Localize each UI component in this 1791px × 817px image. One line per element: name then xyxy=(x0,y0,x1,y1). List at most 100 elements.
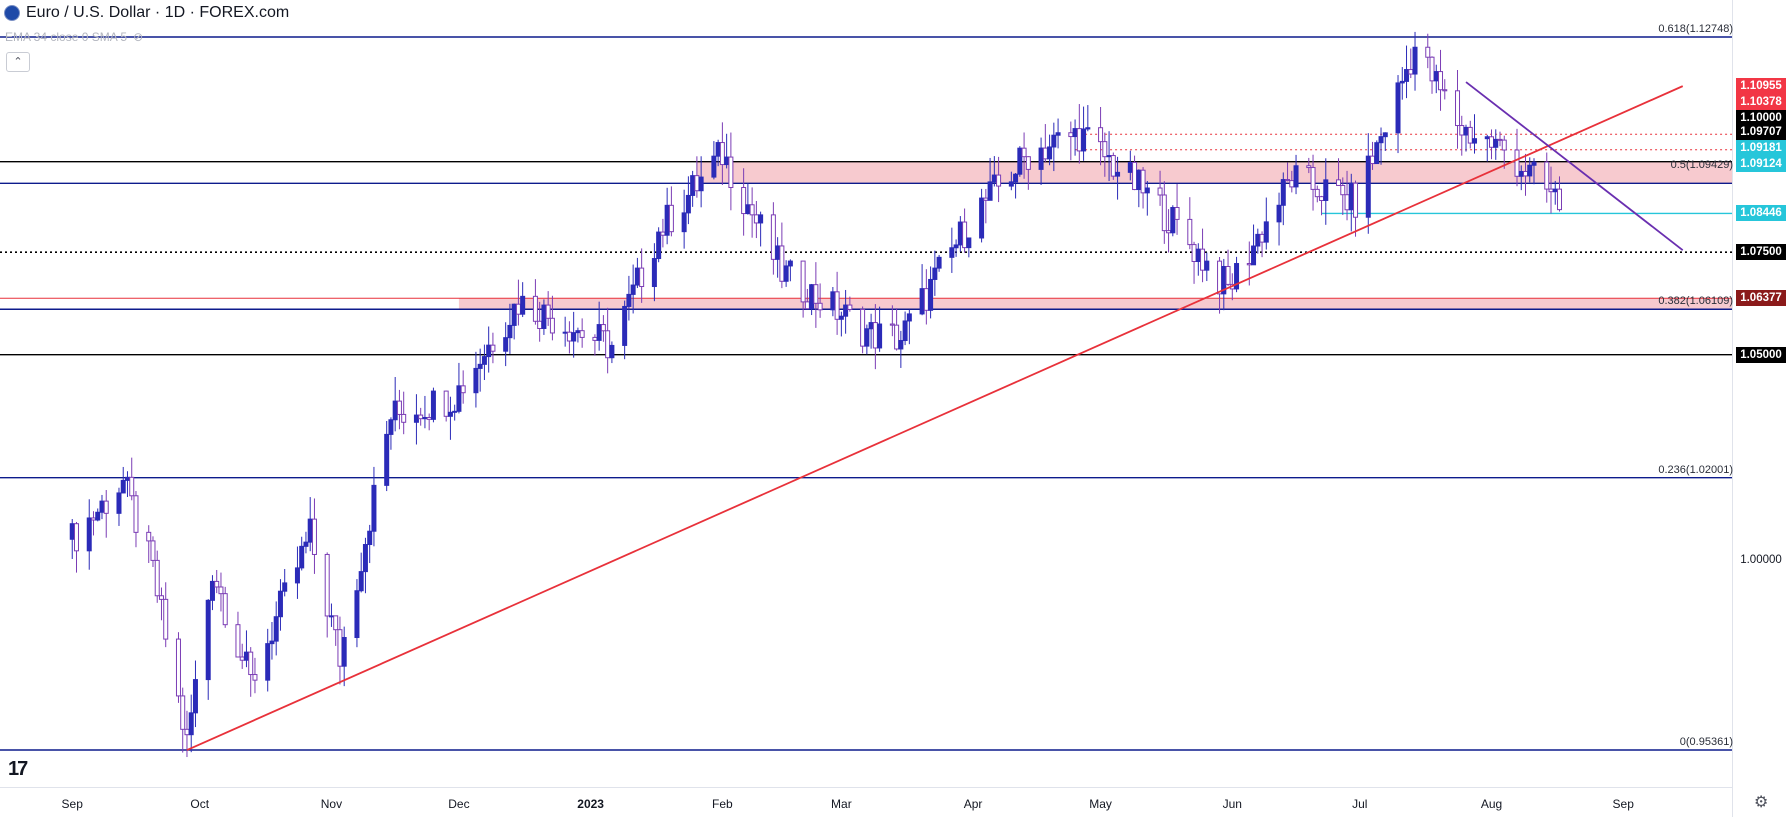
candle-body xyxy=(371,484,377,532)
candle-body xyxy=(1008,181,1014,187)
candle-body xyxy=(690,175,696,196)
candle-body xyxy=(830,291,836,311)
candle-body xyxy=(932,267,938,280)
candle-body xyxy=(715,142,721,157)
time-axis-tick: Jun xyxy=(1222,797,1242,811)
candle-body xyxy=(1217,260,1223,295)
candle-body xyxy=(953,244,959,249)
candle-body xyxy=(124,476,130,481)
resistance-zone-1 xyxy=(458,298,1732,310)
candle-body xyxy=(1408,69,1414,75)
candle-body xyxy=(566,331,572,342)
candle-body xyxy=(1442,89,1448,92)
price-tag[interactable]: 1.10000 xyxy=(1736,110,1786,126)
collapse-legend-button[interactable]: ⌃ xyxy=(6,52,30,72)
candle-body xyxy=(1472,138,1478,144)
time-axis-tick: May xyxy=(1089,797,1112,811)
candle-body xyxy=(401,413,407,423)
indicator-legend[interactable]: EMA 34 close 0 SMA 5 ⊘ xyxy=(5,30,143,44)
candle-body xyxy=(515,303,521,315)
candle-body xyxy=(685,194,691,214)
candle-body xyxy=(481,356,487,365)
candle-body xyxy=(1204,260,1210,271)
candle-body xyxy=(511,303,517,326)
candle-body xyxy=(1072,128,1078,138)
candle-body xyxy=(1017,147,1023,175)
candle-body xyxy=(1285,179,1291,182)
price-tag[interactable]: 1.09707 xyxy=(1736,124,1786,140)
candle-body xyxy=(150,540,156,561)
candle-body xyxy=(1544,161,1550,190)
candle-body xyxy=(426,416,432,420)
candle-body xyxy=(983,197,989,201)
candle-body xyxy=(979,197,985,239)
candle-body xyxy=(154,559,160,597)
candle-body xyxy=(1382,132,1388,138)
candle-body xyxy=(1348,182,1354,211)
candle-body xyxy=(384,433,390,486)
settings-gear-icon[interactable]: ⚙ xyxy=(1754,794,1769,811)
time-axis-tick: Sep xyxy=(1612,797,1634,811)
price-tag[interactable]: 1.06377 xyxy=(1736,290,1786,307)
candle-body xyxy=(889,323,895,326)
price-tag[interactable]: 1.08446 xyxy=(1736,205,1786,222)
candle-body xyxy=(1395,82,1401,134)
indicator-label[interactable]: EMA 34 close 0 SMA 5 xyxy=(5,30,128,44)
price-tag[interactable]: 1.10378 xyxy=(1736,94,1786,110)
price-tag[interactable]: 1.05000 xyxy=(1736,346,1786,363)
fib-level-label: 0.236(1.02001) xyxy=(1658,463,1733,476)
candle-body xyxy=(749,204,755,216)
candle-body xyxy=(311,518,317,555)
time-axis-separator xyxy=(0,787,1732,788)
candle-body xyxy=(919,288,925,315)
candle-body xyxy=(265,643,271,681)
candle-body xyxy=(711,155,717,178)
candle-body xyxy=(1225,265,1231,285)
candle-body xyxy=(898,340,904,350)
candles-group xyxy=(69,31,1562,758)
resistance-zone-0 xyxy=(696,161,1732,184)
candle-body xyxy=(864,328,870,347)
candle-body xyxy=(120,479,126,494)
candle-body xyxy=(813,284,819,304)
candle-body xyxy=(1161,194,1167,232)
candle-body xyxy=(1115,171,1121,177)
candle-body xyxy=(443,390,449,417)
candle-body xyxy=(1497,138,1503,141)
candle-body xyxy=(1531,161,1537,166)
candle-body xyxy=(95,511,101,521)
candle-body xyxy=(860,308,866,347)
candle-body xyxy=(1076,128,1082,152)
candle-body xyxy=(1493,138,1499,148)
candle-body xyxy=(418,414,424,420)
candle-body xyxy=(1051,134,1057,148)
price-tag[interactable]: 1.09181 xyxy=(1736,140,1786,156)
candle-body xyxy=(928,278,934,311)
candle-body xyxy=(1195,248,1201,262)
candle-body xyxy=(1323,179,1329,201)
price-axis-separator xyxy=(1732,0,1733,817)
price-tag[interactable]: 1.10955 xyxy=(1736,78,1786,94)
candle-body xyxy=(422,416,428,420)
candle-body xyxy=(1013,173,1019,183)
price-tag[interactable]: 1.07500 xyxy=(1736,244,1786,261)
candle-body xyxy=(192,679,198,714)
candle-body xyxy=(1170,206,1176,234)
candle-body xyxy=(180,695,186,730)
candle-body xyxy=(1293,165,1299,188)
candle-body xyxy=(783,265,789,282)
candle-body xyxy=(1374,142,1380,165)
eye-hidden-icon[interactable]: ⊘ xyxy=(133,30,144,44)
candle-body xyxy=(592,336,598,341)
symbol-title[interactable]: Euro / U.S. Dollar · 1D · FOREX.com xyxy=(26,4,290,21)
candle-body xyxy=(328,615,334,618)
candle-body xyxy=(872,322,878,349)
price-tag[interactable]: 1.09124 xyxy=(1736,156,1786,172)
candle-body xyxy=(656,231,662,260)
candle-body xyxy=(243,651,249,661)
candle-body xyxy=(1038,147,1044,170)
candle-body xyxy=(630,284,636,295)
candle-body xyxy=(1085,127,1091,130)
